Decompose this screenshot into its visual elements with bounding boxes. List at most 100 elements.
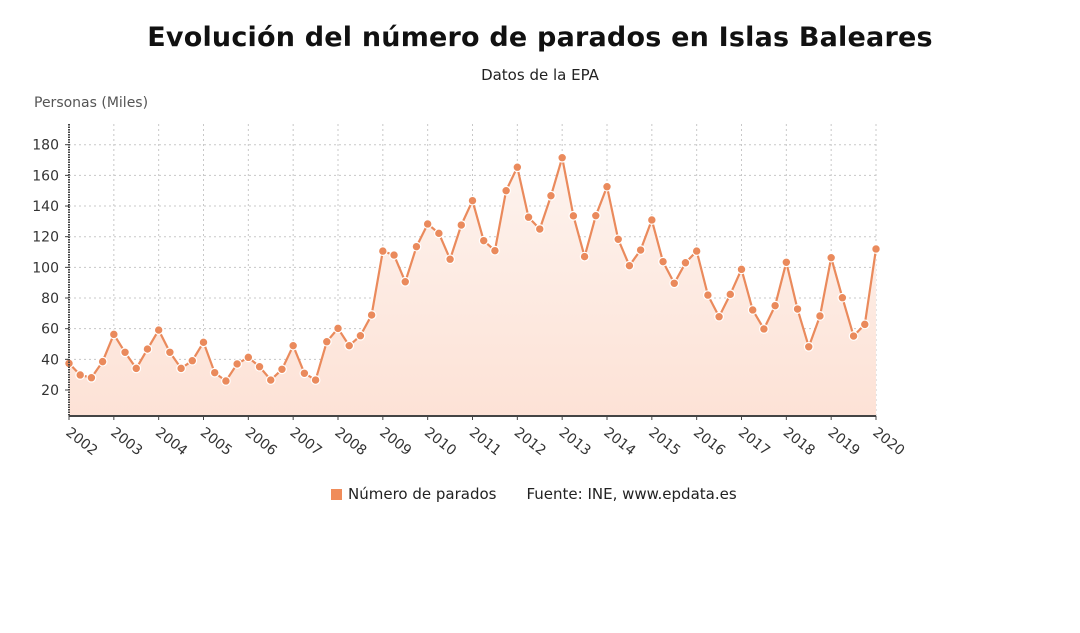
data-point (333, 323, 343, 334)
x-tick-label: 2004 (152, 425, 190, 460)
data-point (209, 367, 220, 378)
data-point (691, 246, 702, 256)
x-tick-label: 2020 (870, 425, 908, 460)
x-tick-label: 2005 (197, 425, 235, 460)
data-point (232, 359, 243, 369)
data-point (546, 190, 556, 201)
legend-swatch-icon (331, 488, 342, 500)
area-fill (69, 157, 876, 416)
data-point (243, 352, 254, 363)
data-point (568, 210, 579, 221)
y-tick-label: 60 (41, 322, 59, 338)
data-point (859, 319, 870, 330)
data-point (770, 300, 781, 311)
data-point (400, 276, 411, 287)
data-point (187, 355, 198, 366)
x-tick-label: 2010 (421, 425, 459, 460)
x-tick-label: 2003 (107, 425, 145, 460)
legend: Número de parados Fuente: INE, www.epdat… (331, 485, 737, 503)
y-axis-ticks: 20 40 60 80 100 120 140 160 180 (32, 138, 69, 399)
data-point (265, 375, 276, 385)
chart-title: Evolución del número de parados en Islas… (147, 22, 933, 53)
y-tick-label: 20 (41, 383, 59, 399)
x-tick-label: 2002 (63, 425, 101, 460)
data-point (534, 224, 545, 234)
x-tick-label: 2019 (825, 425, 863, 460)
data-point (299, 368, 310, 379)
data-point (669, 278, 680, 289)
data-point (120, 347, 130, 358)
data-points (64, 152, 881, 386)
x-tick-label: 2013 (556, 425, 594, 460)
data-point (646, 215, 657, 225)
data-point (702, 290, 713, 300)
data-point (97, 356, 108, 367)
data-point (478, 235, 489, 246)
data-point (579, 251, 590, 262)
data-point (501, 185, 512, 196)
data-point (433, 228, 444, 239)
data-point (176, 363, 186, 374)
y-tick-label: 80 (41, 291, 59, 307)
data-point (310, 375, 321, 385)
y-tick-label: 160 (32, 168, 59, 184)
data-point (164, 347, 175, 358)
legend-series-label: Número de parados (348, 485, 497, 503)
data-point (523, 212, 534, 223)
data-point (75, 370, 86, 380)
data-point (781, 257, 792, 268)
data-point (658, 256, 668, 267)
data-point (736, 264, 747, 275)
data-point (613, 234, 624, 245)
data-point (871, 244, 881, 254)
data-point (277, 364, 287, 375)
y-axis-label: Personas (Miles) (34, 95, 149, 111)
data-point (602, 181, 612, 192)
data-point (747, 305, 758, 315)
data-point (635, 245, 646, 255)
data-point (826, 252, 837, 263)
data-point (837, 292, 848, 303)
data-point (445, 254, 455, 265)
data-point (422, 219, 433, 229)
data-point (848, 331, 859, 341)
data-point (490, 245, 500, 256)
data-point (512, 162, 523, 173)
data-point (86, 372, 97, 383)
data-point (389, 250, 399, 260)
data-point (366, 310, 377, 320)
data-point (254, 361, 265, 372)
x-tick-label: 2006 (242, 425, 280, 460)
data-point (131, 363, 142, 374)
source-label: Fuente: INE, www.epdata.es (526, 485, 737, 503)
data-point (142, 344, 153, 354)
data-point (467, 195, 478, 206)
data-point (725, 289, 736, 300)
data-point (221, 376, 231, 386)
data-point (411, 241, 422, 252)
data-point (377, 246, 388, 256)
data-point (680, 257, 691, 268)
data-point (714, 311, 724, 322)
data-point (624, 260, 635, 271)
data-point (792, 304, 803, 314)
x-tick-label: 2011 (466, 425, 504, 460)
data-point (344, 340, 355, 351)
x-tick-label: 2015 (645, 425, 683, 460)
data-point (557, 152, 568, 163)
x-tick-label: 2008 (332, 425, 370, 460)
x-tick-label: 2018 (780, 425, 818, 460)
data-point (456, 220, 467, 230)
x-tick-label: 2016 (690, 425, 728, 460)
data-point (815, 311, 825, 321)
data-point (288, 340, 299, 351)
data-point (321, 336, 332, 347)
data-point (153, 325, 164, 335)
data-point (108, 329, 119, 340)
y-tick-label: 120 (32, 230, 59, 246)
data-point (355, 330, 366, 341)
y-tick-label: 100 (32, 260, 59, 276)
chart-subtitle: Datos de la EPA (481, 66, 599, 84)
x-axis-ticks: 2002 2003 2004 2005 2006 2007 2008 2009 2010 2011… (63, 416, 908, 460)
